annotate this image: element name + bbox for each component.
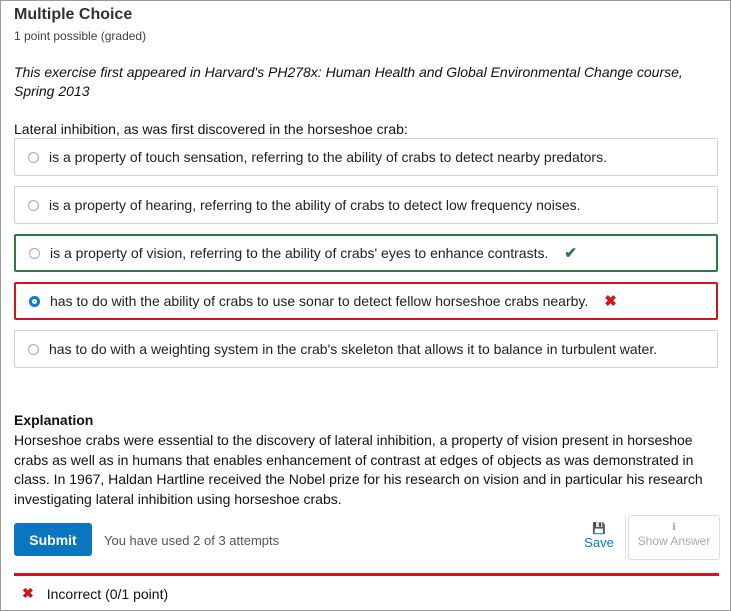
radio-button[interactable] [28, 151, 39, 163]
choice-option[interactable]: is a property of touch sensation, referr… [14, 138, 718, 176]
radio-button-selected[interactable] [29, 295, 40, 307]
explanation-text: Horseshoe crabs were essential to the di… [14, 432, 703, 507]
save-icon: 💾 [592, 523, 606, 535]
save-label: Save [584, 535, 614, 550]
show-answer-button[interactable]: ℹ Show Answer [628, 515, 720, 560]
choice-option[interactable]: has to do with a weighting system in the… [14, 330, 718, 368]
attempts-text: You have used 2 of 3 attempts [104, 533, 280, 548]
choice-label: is a property of vision, referring to th… [50, 245, 549, 261]
choice-label: has to do with the ability of crabs to u… [50, 293, 589, 309]
feedback-message: ✖ Incorrect (0/1 point) [22, 585, 168, 602]
feedback-text: Incorrect (0/1 point) [46, 585, 169, 602]
choice-label: has to do with a weighting system in the… [49, 341, 658, 357]
radio-button[interactable] [28, 343, 39, 355]
save-button[interactable]: 💾 Save [581, 523, 617, 550]
show-answer-label: Show Answer [637, 534, 711, 548]
submit-button[interactable]: Submit [14, 523, 92, 556]
choice-option[interactable]: is a property of hearing, referring to t… [14, 186, 718, 224]
explanation-heading: Explanation [14, 412, 94, 428]
radio-button[interactable] [28, 199, 39, 211]
cross-icon: ✖ [604, 293, 617, 310]
divider [625, 515, 626, 560]
choice-option-correct[interactable]: is a property of vision, referring to th… [14, 234, 718, 272]
radio-button[interactable] [29, 247, 40, 259]
question-prompt: Lateral inhibition, as was first discove… [14, 121, 408, 137]
points-possible: 1 point possible (graded) [14, 29, 147, 43]
choice-label: is a property of hearing, referring to t… [49, 197, 581, 213]
problem-title: Multiple Choice [14, 6, 133, 23]
cross-icon: ✖ [22, 585, 34, 601]
info-icon: ℹ [672, 522, 676, 533]
feedback-divider [14, 573, 719, 576]
choice-label: is a property of touch sensation, referr… [49, 149, 607, 165]
checkmark-icon: ✔ [564, 245, 577, 262]
choice-option-incorrect[interactable]: has to do with the ability of crabs to u… [14, 282, 718, 320]
source-note: This exercise first appeared in Harvard'… [14, 64, 683, 99]
